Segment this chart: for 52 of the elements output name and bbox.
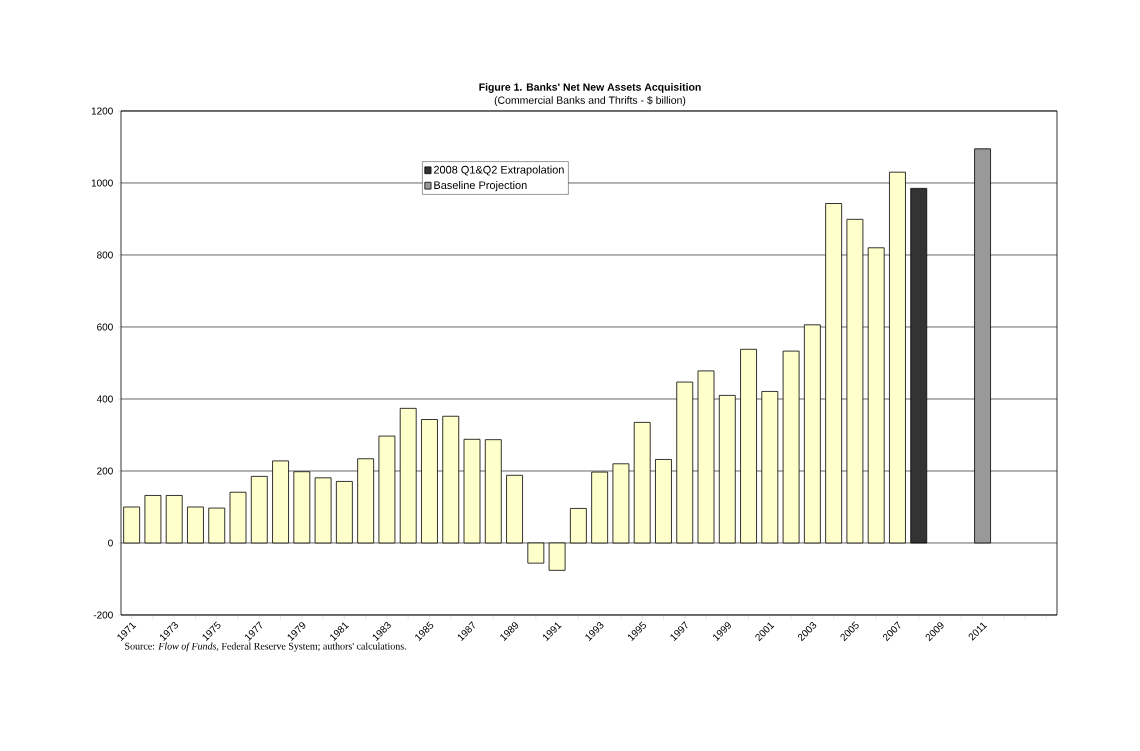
bar xyxy=(250,475,268,544)
legend-label: 2008 Q1&Q2 Extrapolation xyxy=(433,165,564,176)
bar xyxy=(378,435,396,544)
bar xyxy=(335,481,353,544)
bar xyxy=(527,542,545,564)
y-tick-label: 200 xyxy=(97,467,113,475)
y-tick-label: 600 xyxy=(97,323,113,331)
bar xyxy=(314,477,332,544)
chart-subtitle: (Commercial Banks and Thrifts - $ billion) xyxy=(494,96,686,106)
bar xyxy=(633,421,651,544)
y-tick-label: 1000 xyxy=(91,179,113,187)
bar xyxy=(782,350,800,544)
bar xyxy=(229,491,247,544)
bar xyxy=(272,460,289,544)
bar xyxy=(399,407,417,544)
y-tick-label: 1200 xyxy=(91,107,113,115)
bar xyxy=(357,458,375,544)
bar xyxy=(740,348,757,544)
bar xyxy=(506,474,523,544)
legend-label: Baseline Projection xyxy=(434,180,527,192)
bar xyxy=(825,203,843,544)
bar xyxy=(974,148,991,544)
bar xyxy=(484,439,502,544)
y-tick-label: 800 xyxy=(97,251,113,259)
bar xyxy=(293,471,311,544)
bar xyxy=(442,415,460,544)
bar xyxy=(463,438,481,544)
bar xyxy=(655,459,672,544)
bar xyxy=(612,463,630,544)
bar xyxy=(676,381,694,544)
bar xyxy=(208,507,226,544)
bar xyxy=(421,419,438,544)
bar xyxy=(867,247,885,544)
bar xyxy=(803,324,821,544)
bar xyxy=(548,542,566,571)
bar xyxy=(144,495,162,544)
source-note: Source: Flow of Funds, Federal Reserve System; authors' calculations. xyxy=(125,642,406,652)
bar xyxy=(718,394,736,544)
bar xyxy=(591,471,609,544)
bar xyxy=(697,370,715,544)
bar xyxy=(569,508,587,544)
bar xyxy=(910,187,928,544)
bar xyxy=(846,218,864,544)
bar xyxy=(165,495,183,544)
y-tick-label: 0 xyxy=(108,539,113,547)
bar xyxy=(889,171,906,544)
bar xyxy=(187,506,204,544)
bar xyxy=(761,391,779,544)
bar xyxy=(123,506,141,544)
chart-title: Figure 1. Banks' Net New Assets Acquisition xyxy=(479,83,701,93)
y-tick-label: 400 xyxy=(96,395,113,403)
y-tick-label: -200 xyxy=(93,611,113,619)
